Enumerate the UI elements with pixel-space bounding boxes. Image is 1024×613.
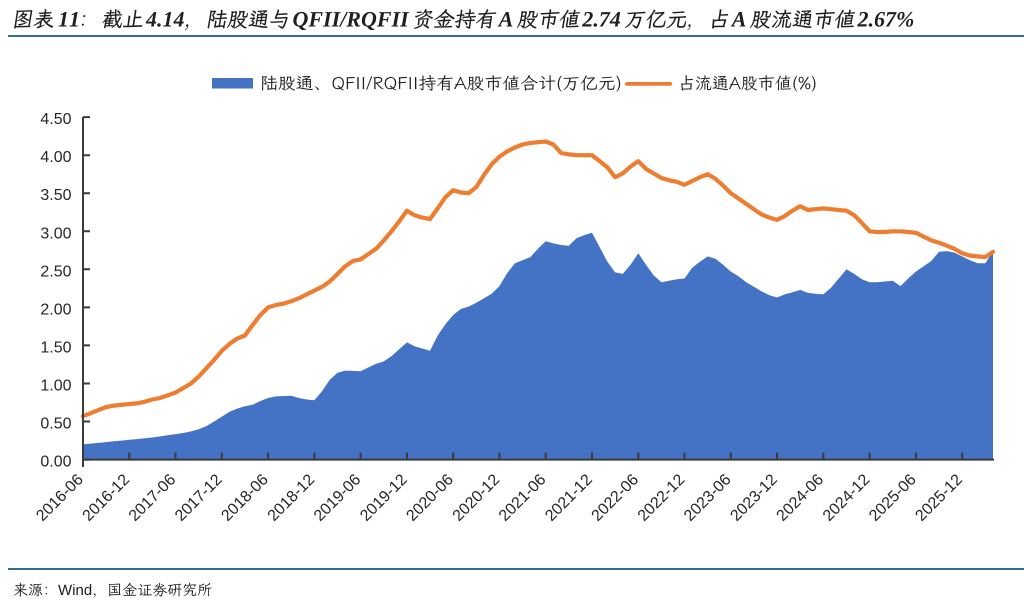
svg-text:0.50: 0.50: [40, 416, 71, 433]
svg-text:2.00: 2.00: [40, 301, 71, 318]
svg-text:4.50: 4.50: [40, 111, 71, 128]
svg-text:4.00: 4.00: [40, 149, 71, 166]
svg-text:2.50: 2.50: [40, 263, 71, 280]
svg-text:1.50: 1.50: [40, 339, 71, 356]
svg-text:0.00: 0.00: [40, 454, 71, 471]
svg-text:3.00: 3.00: [40, 225, 71, 242]
svg-text:3.50: 3.50: [40, 187, 71, 204]
svg-text:1.00: 1.00: [40, 378, 71, 395]
